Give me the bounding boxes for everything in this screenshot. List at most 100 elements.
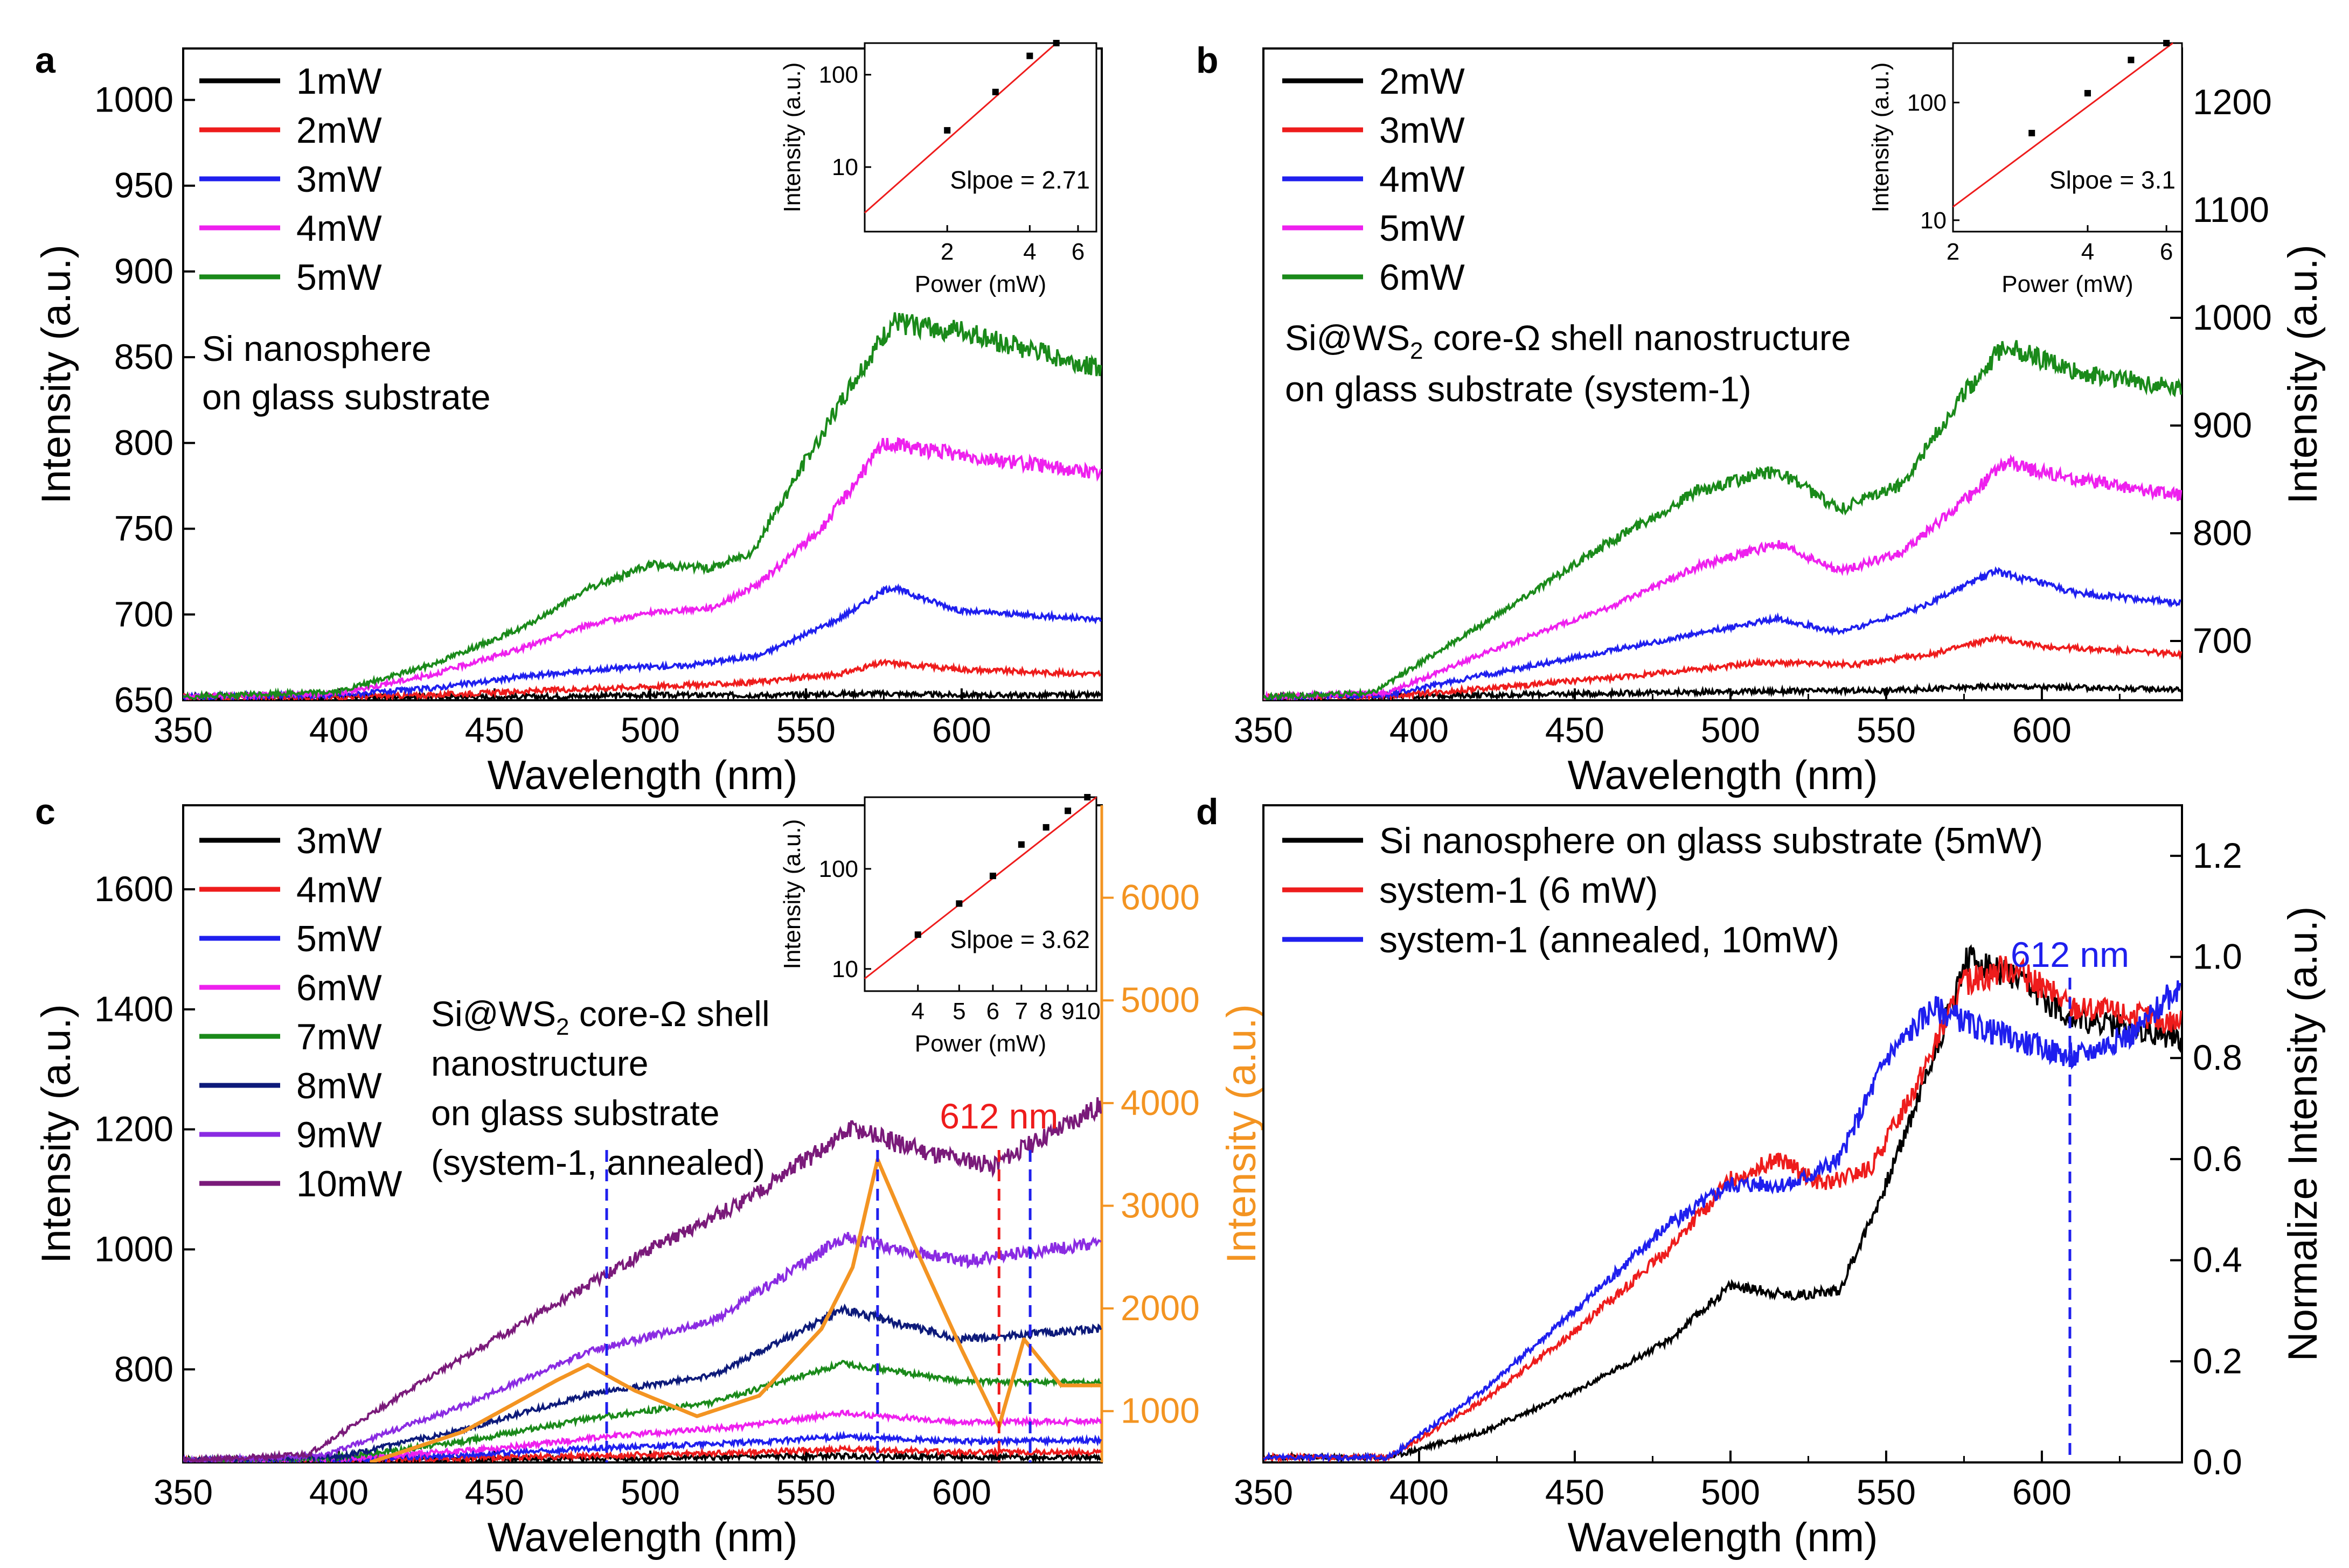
y-tick-label: 700 [2193, 621, 2252, 660]
series-line-6mw [1263, 340, 2182, 700]
inset-data-point [2128, 57, 2135, 64]
legend-label: 4mW [296, 208, 382, 249]
annotation-text: nanostructure [431, 1043, 649, 1083]
inset-fit-line [864, 42, 1057, 214]
legend-label: 5mW [296, 257, 382, 298]
y-tick-label: 850 [114, 337, 173, 377]
inset-x-tick-label: 8 [1039, 998, 1052, 1025]
y2-tick-label: 5000 [1121, 980, 1200, 1020]
y-tick-label: 950 [114, 165, 173, 205]
series-line-3mw [1263, 633, 2182, 700]
inset-x-axis-label: Power (mW) [2001, 271, 2133, 297]
annotation-subscript: 2 [556, 1014, 569, 1040]
x-axis-label: Wavelength (nm) [1568, 752, 1878, 798]
y-tick-label: 800 [2193, 513, 2252, 553]
x-tick-label: 400 [309, 1472, 369, 1512]
inset-slope-annotation: Slpoe = 2.71 [950, 166, 1090, 194]
y2-tick-label: 3000 [1121, 1185, 1200, 1225]
plot-frame [1262, 47, 2183, 701]
x-tick-label: 500 [1701, 710, 1760, 750]
series-line-8mw [183, 1303, 1102, 1462]
y-tick-label: 800 [114, 422, 173, 462]
plot-area [183, 1097, 1102, 1462]
legend-label: 2mW [296, 110, 382, 151]
x-tick-label: 550 [1857, 1472, 1916, 1512]
inset-data-point [914, 931, 921, 938]
plot-frame [1262, 804, 2183, 1464]
inset-a: 2 4 6 10 100 Power (mW) Intensity (a.u.) Slpoe … [779, 40, 1097, 297]
y-axis-label: Intensity (a.u.) [33, 245, 79, 504]
series-line-9mw [183, 1232, 1102, 1462]
inset-data-point [1065, 807, 1072, 814]
y-tick-label: 1100 [2193, 190, 2269, 229]
inset-slope-annotation: Slpoe = 3.1 [2049, 166, 2176, 194]
series-line-system-1-6-mw- [1263, 955, 2182, 1462]
annotation-subscript: 2 [1410, 338, 1423, 364]
panel-label: c [35, 791, 55, 832]
x-tick-label: 350 [154, 1472, 213, 1512]
inset-x-tick-label: 6 [986, 998, 999, 1025]
x-tick-label: 450 [1545, 1472, 1604, 1512]
annotation-text: Si nanosphere [202, 329, 432, 368]
plot-frame [182, 47, 1103, 701]
x-axis-label: Wavelength (nm) [488, 752, 798, 798]
inset-y-axis-label: Intensity (a.u.) [1867, 62, 1894, 213]
y-tick-label: 900 [114, 251, 173, 291]
x-tick-label: 400 [309, 710, 369, 750]
annotation-part: Si@WS [431, 994, 556, 1034]
x-tick-label: 500 [621, 1472, 680, 1512]
legend-label: system-1 (6 mW) [1379, 870, 1658, 911]
y-tick-label: 1200 [2193, 82, 2272, 122]
series-line-5mw [183, 312, 1102, 700]
inset-x-tick-label: 4 [1023, 239, 1036, 265]
inset-y-tick-label: 100 [819, 62, 858, 88]
series-line-10mw [183, 1097, 1102, 1462]
y-tick-label: 1600 [94, 869, 173, 909]
inset-y-tick-label: 10 [832, 956, 858, 982]
legend-label: 4mW [1379, 159, 1465, 200]
inset-data-point [2163, 40, 2170, 46]
legend-label: 6mW [296, 967, 382, 1008]
inset-x-tick-label: 2 [941, 239, 954, 265]
inset-x-tick-label: 9 [1061, 998, 1074, 1025]
inset-data-point [944, 127, 951, 134]
y-axis-label: Intensity (a.u.) [2280, 245, 2326, 504]
inset-x-axis-label: Power (mW) [915, 271, 1046, 297]
inset-fit-line [864, 796, 1097, 979]
annotation-text: on glass substrate [202, 377, 491, 417]
legend-label: 10mW [296, 1163, 402, 1204]
y-tick-label: 0.8 [2193, 1037, 2242, 1077]
y-tick-label: 0.2 [2193, 1341, 2242, 1381]
panel-label: b [1196, 40, 1219, 81]
legend-label: 5mW [1379, 208, 1465, 249]
inset-x-tick-label: 4 [912, 998, 925, 1025]
annotation-text: on glass substrate [431, 1093, 720, 1133]
legend-label: 5mW [296, 918, 382, 959]
y-tick-label: 1200 [94, 1109, 173, 1149]
series-line-4mw [183, 437, 1102, 700]
inset-data-point [1026, 52, 1033, 59]
y-tick-label: 0.6 [2193, 1139, 2242, 1179]
annotation-part: Si@WS [1285, 318, 1410, 358]
y-axis-label: Normalize Intensity (a.u.) [2280, 907, 2326, 1362]
x-tick-label: 350 [1234, 1472, 1293, 1512]
inset-data-point [1018, 841, 1025, 848]
legend-label: 3mW [296, 820, 382, 861]
x-tick-label: 500 [1701, 1472, 1760, 1512]
x-tick-label: 400 [1389, 1472, 1449, 1512]
y-tick-label: 900 [2193, 405, 2252, 445]
inset-data-point [1043, 824, 1050, 831]
inset-x-tick-label: 5 [953, 998, 965, 1025]
x-tick-label: 600 [2012, 1472, 2072, 1512]
legend-label: 8mW [296, 1065, 382, 1106]
annotation-text: on glass substrate (system-1) [1285, 369, 1752, 409]
x-tick-label: 350 [154, 710, 213, 750]
x-tick-label: 350 [1234, 710, 1293, 750]
inset-b: 2 4 6 10 100 Power (mW) Intensity (a.u.) Slpoe … [1867, 40, 2183, 297]
inset-data-point [989, 873, 996, 880]
inset-data-point [1053, 40, 1060, 46]
y-tick-label: 0.0 [2193, 1442, 2242, 1482]
x-tick-label: 600 [932, 710, 991, 750]
